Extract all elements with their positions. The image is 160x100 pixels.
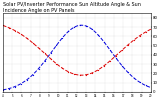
Text: Solar PV/Inverter Performance Sun Altitude Angle & Sun Incidence Angle on PV Pan: Solar PV/Inverter Performance Sun Altitu…	[3, 2, 141, 13]
